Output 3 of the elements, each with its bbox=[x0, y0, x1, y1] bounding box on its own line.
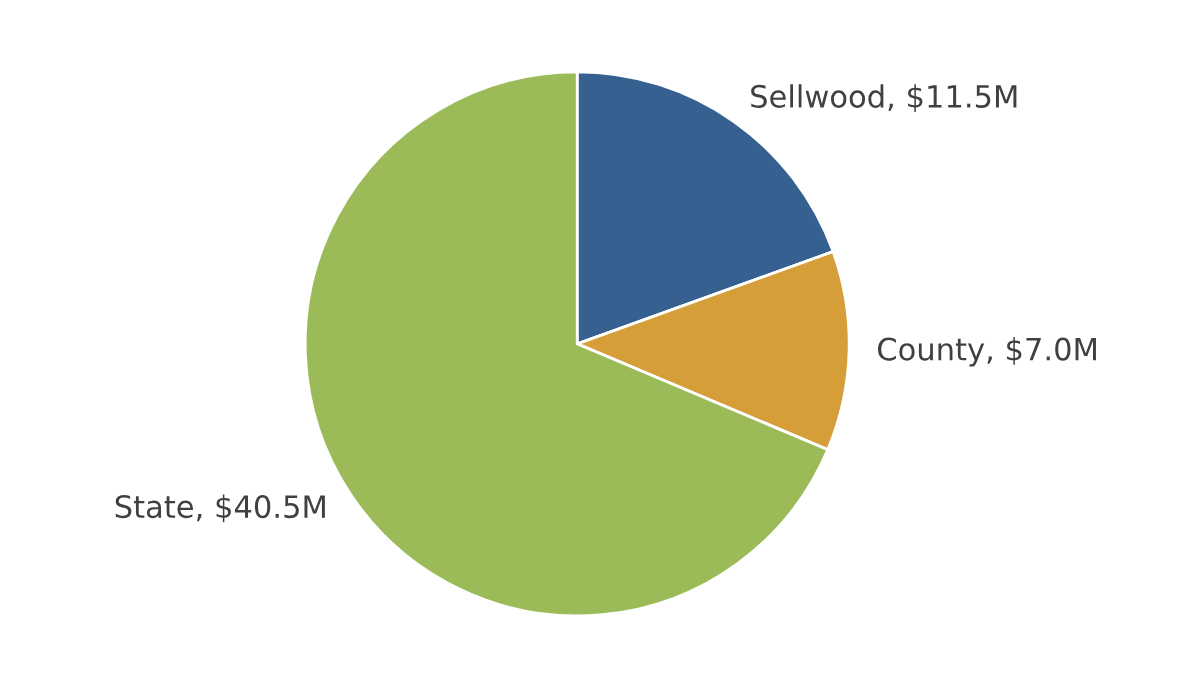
slice-label: County, $7.0M bbox=[878, 337, 1096, 367]
slice-label: Sellwood, $11.5M bbox=[751, 84, 1017, 112]
slice-label: State, $40.5M bbox=[115, 494, 325, 523]
